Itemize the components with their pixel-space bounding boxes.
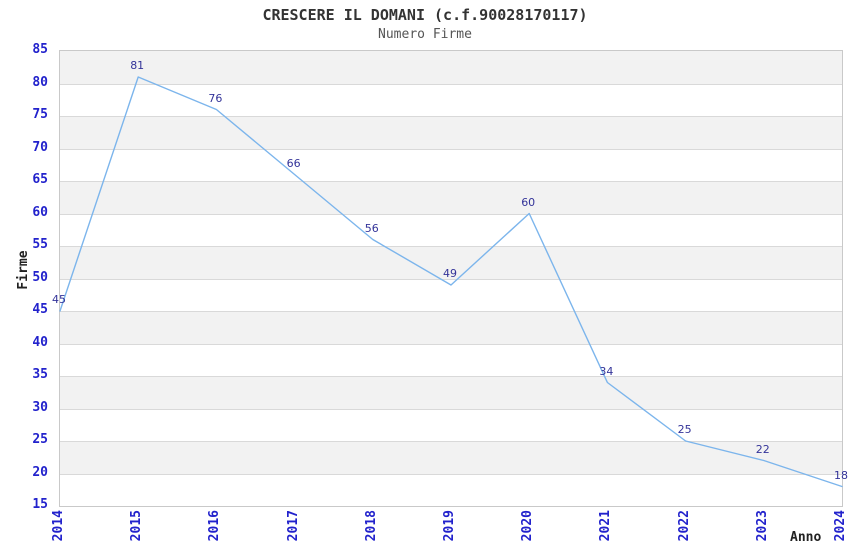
series-line [59, 76, 843, 488]
y-tick-label: 15 [32, 497, 48, 512]
x-tick-label: 2020 [520, 510, 536, 542]
gridline [60, 213, 842, 215]
y-tick-label: 25 [32, 432, 48, 447]
gridline [60, 441, 842, 442]
y-tick-label: 20 [32, 464, 48, 480]
plot-band [60, 473, 842, 506]
data-label: 81 [130, 59, 145, 72]
data-label: 76 [208, 91, 223, 105]
gridline [60, 343, 842, 345]
plot-band [60, 408, 842, 441]
data-label: 49 [443, 267, 457, 280]
x-tick-label: 2017 [285, 510, 301, 542]
gridline [60, 116, 842, 117]
gridline [60, 181, 842, 182]
y-tick-label: 60 [32, 204, 48, 220]
gridline [60, 278, 842, 280]
line-series-svg [59, 76, 843, 488]
plot-band [60, 181, 842, 214]
x-tick-label: 2014 [51, 510, 66, 542]
x-tick-label: 2021 [598, 510, 614, 542]
plot-band [60, 311, 842, 344]
chart-subtitle: Numero Firme [378, 27, 472, 42]
y-tick-label: 40 [32, 334, 48, 350]
y-tick-label: 80 [32, 74, 48, 90]
y-tick-label: 35 [32, 367, 48, 382]
plot-band [60, 441, 842, 474]
plot-band [60, 148, 842, 181]
y-tick-label: 50 [32, 269, 48, 285]
plot-band [60, 343, 842, 376]
x-tick-label: 2022 [676, 510, 692, 542]
y-tick-label: 45 [32, 302, 48, 317]
plot-area [59, 50, 843, 507]
data-label: 22 [755, 442, 770, 456]
gridline [60, 148, 842, 150]
y-tick-label: 85 [32, 42, 48, 57]
data-label: 56 [364, 221, 379, 235]
plot-band [60, 83, 842, 116]
gridline [60, 246, 842, 247]
data-label: 60 [521, 195, 536, 209]
gridline [60, 408, 842, 410]
y-tick-label: 70 [32, 139, 48, 155]
data-label: 18 [834, 468, 848, 482]
gridline [60, 311, 842, 312]
x-tick-label: 2015 [129, 510, 145, 542]
x-tick-label: 2024 [833, 510, 848, 542]
x-tick-label: 2016 [207, 510, 223, 542]
plot-band [60, 278, 842, 311]
gridline [60, 83, 842, 85]
plot-band [60, 116, 842, 149]
data-label: 66 [286, 156, 301, 170]
x-axis-title: Anno [790, 530, 822, 545]
x-tick-label: 2023 [754, 510, 770, 542]
plot-band [60, 213, 842, 246]
gridline [60, 376, 842, 377]
y-tick-label: 55 [32, 237, 48, 252]
data-label: 25 [677, 423, 692, 436]
plot-band [60, 376, 842, 409]
plot-band [60, 51, 842, 84]
y-tick-label: 75 [32, 107, 48, 122]
chart-title: CRESCERE IL DOMANI (c.f.90028170117) [262, 6, 588, 24]
x-tick-label: 2018 [363, 510, 379, 542]
x-tick-label: 2019 [442, 510, 457, 542]
y-tick-label: 30 [32, 399, 48, 415]
gridline [60, 473, 842, 475]
data-label: 45 [52, 293, 66, 306]
y-tick-label: 65 [32, 172, 48, 187]
plot-band [60, 246, 842, 279]
data-label: 34 [599, 364, 614, 378]
